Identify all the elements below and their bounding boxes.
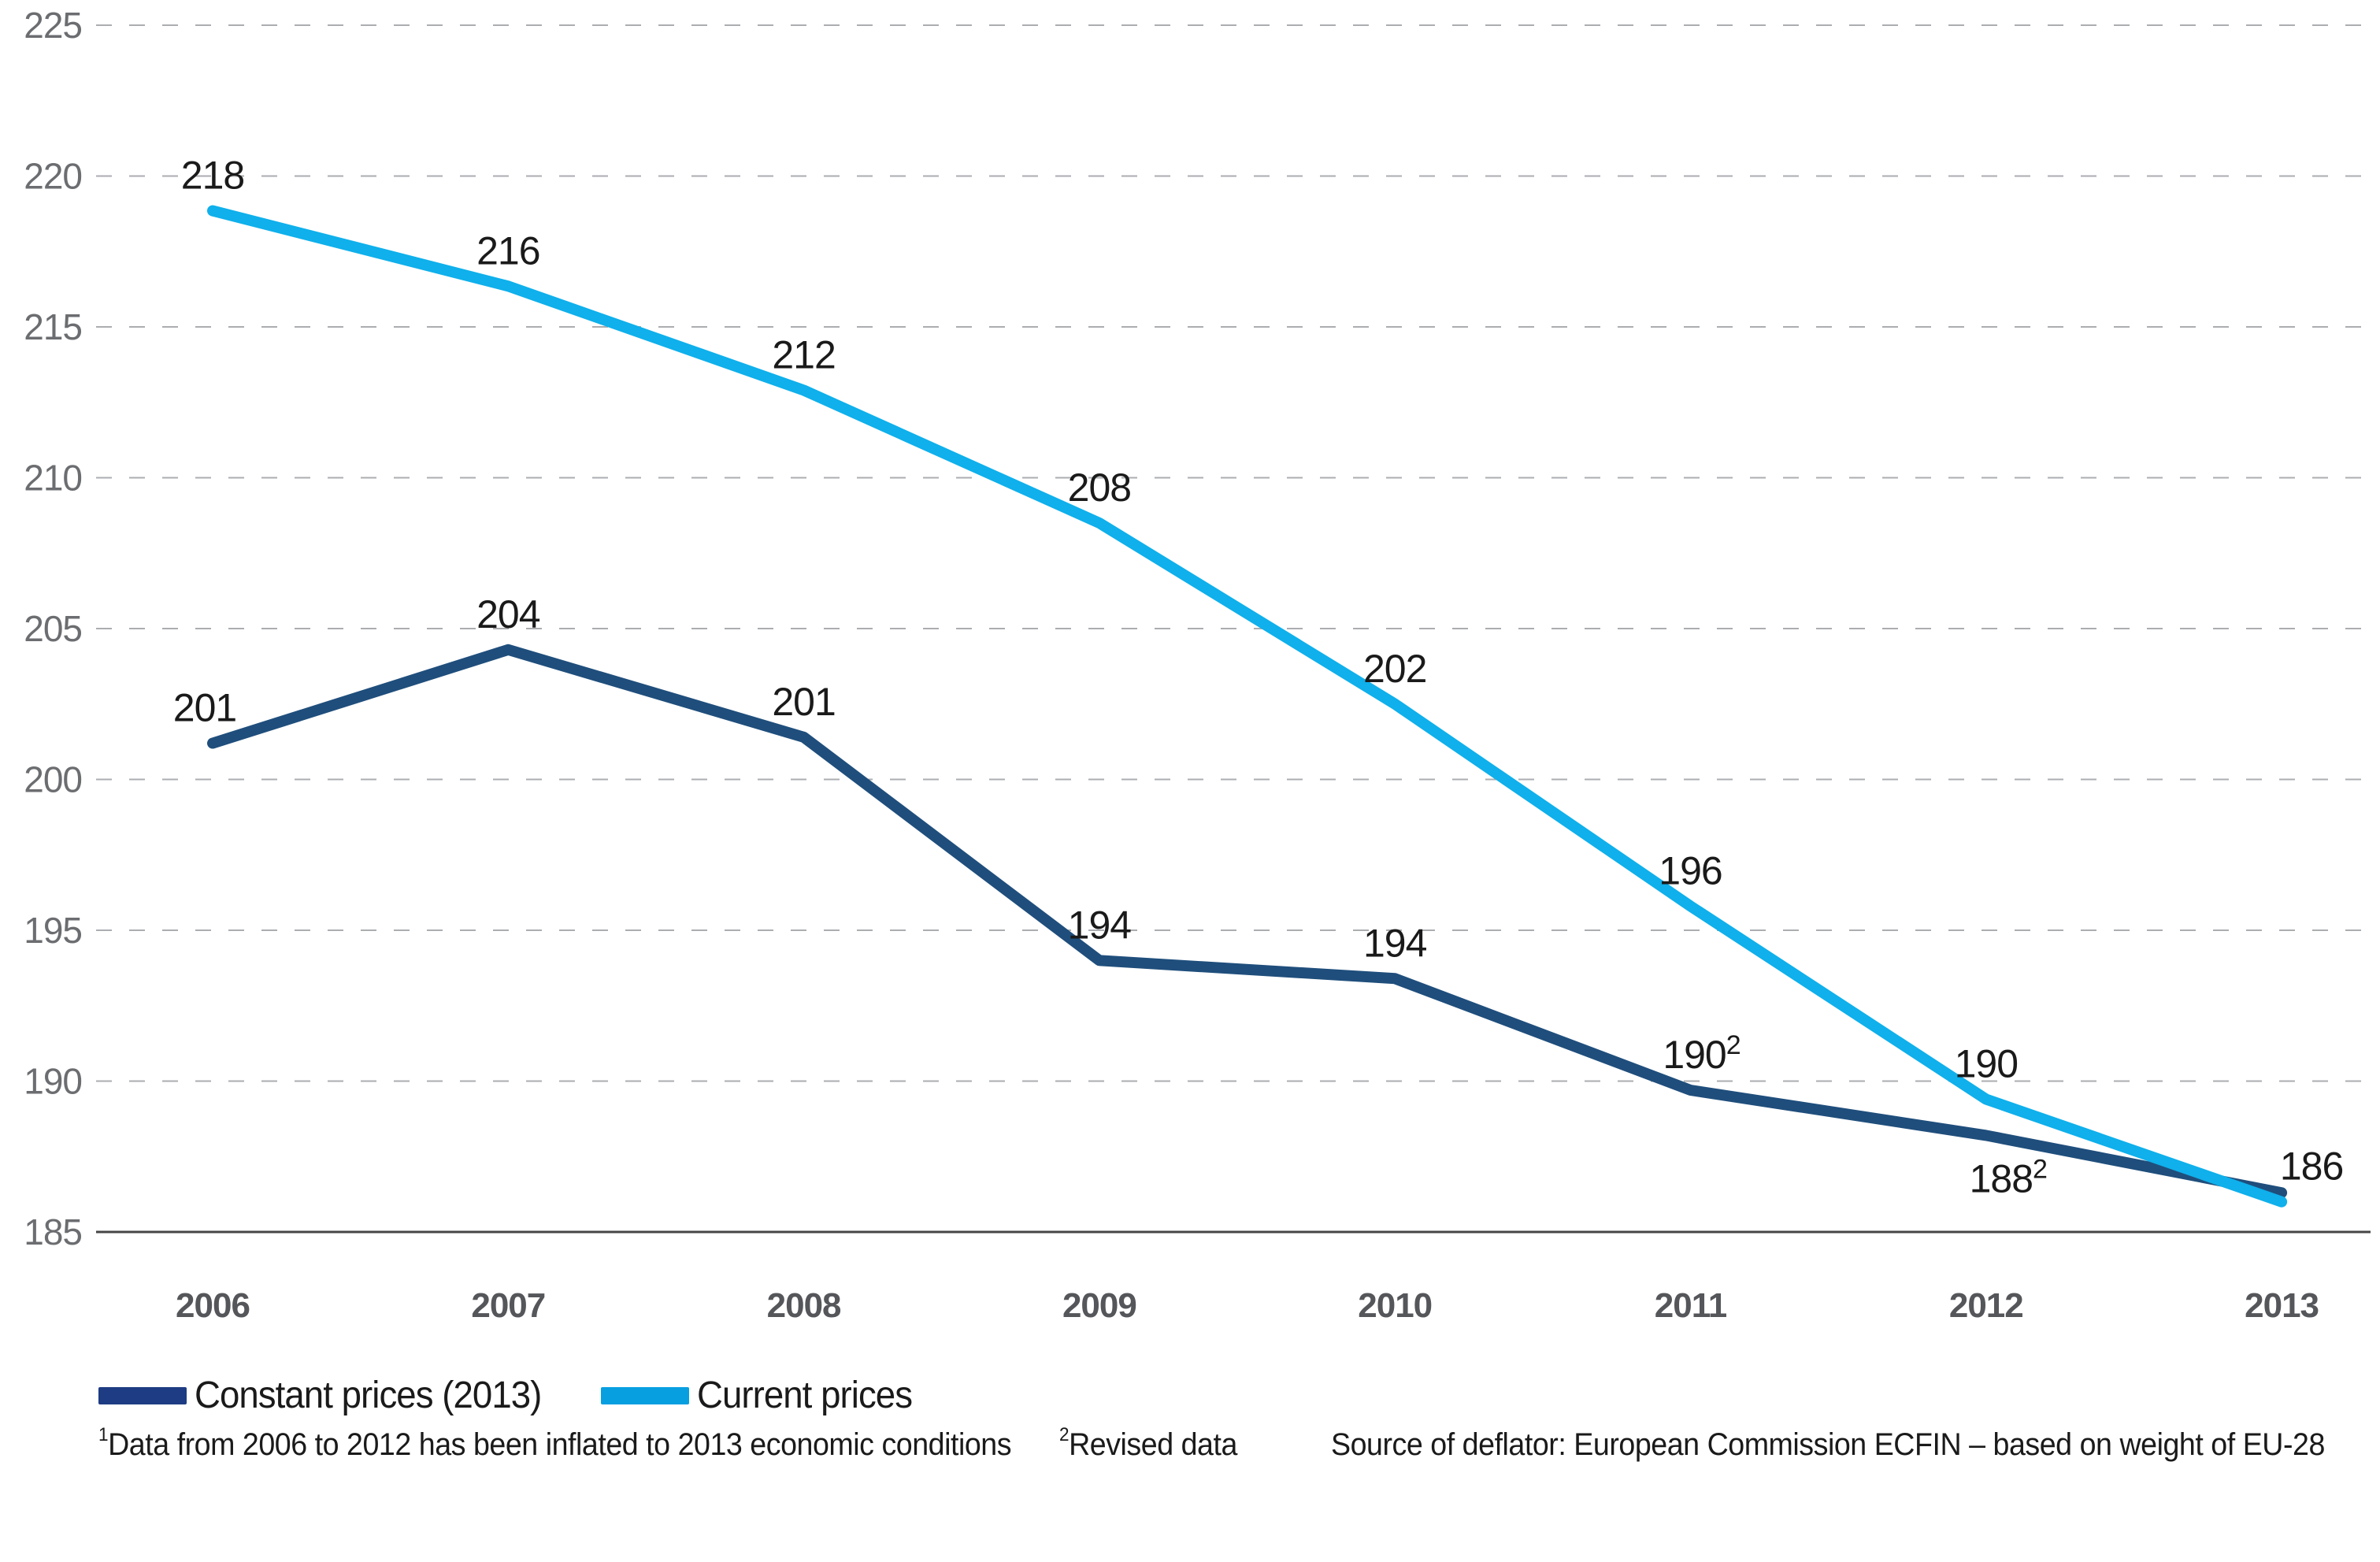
data-label-current-prices-2010: 202 — [1363, 647, 1426, 691]
y-tick-label-200: 200 — [24, 759, 82, 800]
legend-label-constant-prices: Constant prices (2013) — [195, 1375, 542, 1416]
data-label-current-prices-2013: 186 — [2280, 1145, 2343, 1189]
data-label-constant-prices-2013-2007: 204 — [476, 592, 540, 636]
price-trend-line-chart: 185 190 195 200 205 210 215 220 225 2006 2007 2008 2… — [24, 5, 2371, 1325]
data-label-constant-prices-2013-2008: 201 — [772, 680, 835, 724]
data-label-constant-prices-2013-2009: 194 — [1068, 903, 1132, 947]
y-tick-label-215: 215 — [24, 306, 82, 347]
data-label-current-prices-2006: 218 — [181, 154, 244, 198]
footnote-inflation-note: 1Data from 2006 to 2012 has been inflate… — [98, 1423, 1012, 1462]
footnote-2-superscript: 2 — [1059, 1423, 1070, 1445]
y-tick-label-195: 195 — [24, 910, 82, 951]
chart-legend: Constant prices (2013) Current prices — [98, 1377, 923, 1415]
y-tick-label-185: 185 — [24, 1211, 82, 1252]
legend-label-current-prices: Current prices — [696, 1375, 913, 1416]
x-tick-label-2010: 2010 — [1358, 1286, 1432, 1325]
footnote-1-text: Data from 2006 to 2012 has been inflated… — [108, 1427, 1012, 1462]
data-label-current-prices-2007: 216 — [476, 228, 539, 273]
constant-prices-swatch — [98, 1387, 187, 1404]
data-label-constant-prices-2013-2011: 1902 — [1663, 1030, 1740, 1077]
footnote-2-text: Revised data — [1069, 1427, 1237, 1462]
data-label-current-prices-2009: 208 — [1068, 466, 1131, 510]
legend-item-current-prices: Current prices — [600, 1375, 923, 1416]
y-tick-label-210: 210 — [24, 458, 82, 499]
x-tick-label-2012: 2012 — [1949, 1286, 2023, 1325]
chart-footnotes: 1Data from 2006 to 2012 has been inflate… — [0, 1423, 2380, 1467]
data-label-constant-prices-2013-2012: 1882 — [1970, 1154, 2047, 1200]
series-line-current-prices — [207, 205, 2288, 1208]
footnote-1-superscript: 1 — [98, 1423, 109, 1445]
x-tick-label-2009: 2009 — [1062, 1286, 1136, 1325]
y-tick-label-190: 190 — [24, 1061, 82, 1102]
data-label-current-prices-2011: 196 — [1659, 848, 1722, 892]
x-tick-label-2008: 2008 — [767, 1286, 841, 1325]
x-tick-label-2007: 2007 — [471, 1286, 545, 1325]
data-label-constant-prices-2013-2006: 201 — [173, 686, 236, 730]
footnote-revised-data: 2Revised data — [1059, 1423, 1237, 1462]
data-label-current-prices-2008: 212 — [772, 332, 835, 377]
legend-item-constant-prices: Constant prices (2013) — [98, 1377, 560, 1415]
y-tick-label-220: 220 — [24, 156, 82, 197]
series-line-constant-prices-2013 — [207, 644, 2288, 1199]
current-prices-swatch — [600, 1387, 689, 1404]
data-label-current-prices-2012: 190 — [1955, 1041, 2018, 1085]
y-tick-label-225: 225 — [24, 5, 82, 46]
x-tick-label-2011: 2011 — [1655, 1286, 1727, 1325]
y-tick-label-205: 205 — [24, 608, 82, 649]
data-label-constant-prices-2013-2010: 194 — [1363, 921, 1427, 965]
footnote-deflator-source: Source of deflator: European Commission … — [1331, 1427, 2325, 1462]
x-tick-label-2013: 2013 — [2245, 1286, 2319, 1325]
x-tick-label-2006: 2006 — [176, 1286, 250, 1325]
